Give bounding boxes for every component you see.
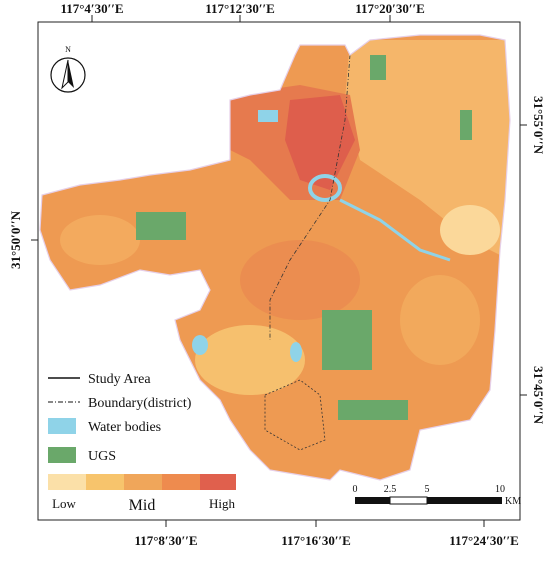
top-coord: 117°12′30′′E — [205, 1, 275, 16]
ramp-label: High — [209, 496, 236, 511]
top-coord: 117°4′30′′E — [60, 1, 123, 16]
legend-label: Study Area — [88, 372, 151, 387]
legend-label: UGS — [88, 449, 116, 464]
frame-ticks — [31, 15, 527, 527]
ramp-label: Mid — [129, 497, 156, 514]
right-coord: 31°55′0′′N — [531, 96, 546, 155]
north-label: N — [65, 45, 71, 54]
scale-label: 5 — [425, 484, 430, 495]
scale-label: 2.5 — [384, 484, 397, 495]
ramp-label: Low — [52, 496, 76, 511]
scale-bar: 0 2.5 5 10 KM — [353, 484, 522, 507]
scale-label: 10 — [495, 484, 505, 495]
bottom-coord: 117°24′30′′E — [449, 533, 519, 548]
legend: Study Area Boundary(district) Water bodi… — [48, 372, 236, 514]
bottom-coord: 117°8′30′′E — [134, 533, 197, 548]
bottom-coord: 117°16′30′′E — [281, 533, 351, 548]
right-coord: 31°45′0′′N — [531, 366, 546, 425]
scale-label: 0 — [353, 484, 358, 495]
north-arrow: N — [50, 45, 86, 93]
legend-label: Boundary(district) — [88, 396, 192, 411]
scale-unit: KM — [505, 496, 521, 507]
top-coord: 117°20′30′′E — [355, 1, 425, 16]
left-coord: 31°50′0′′N — [8, 210, 23, 269]
map-frame — [37, 21, 521, 521]
study-area-outline — [39, 34, 511, 481]
legend-label: Water bodies — [88, 420, 161, 435]
